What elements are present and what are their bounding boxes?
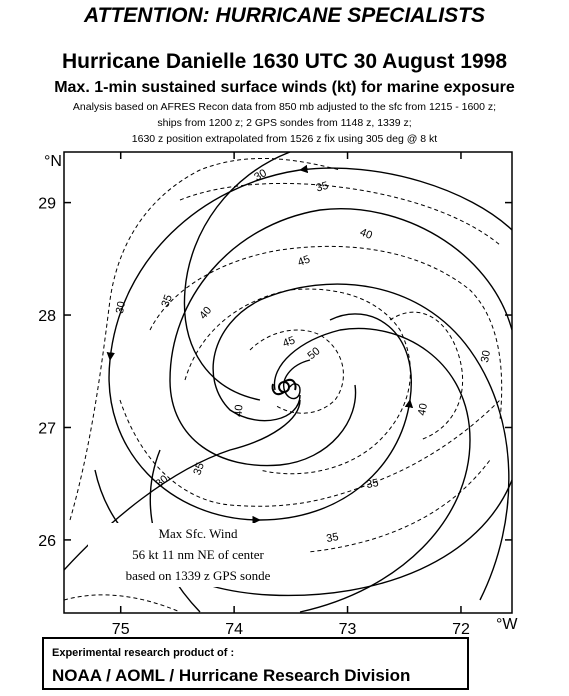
- lon-tick-label: 72: [452, 621, 470, 635]
- streamline: [106, 164, 512, 525]
- analysis-note-3: 1630 z position extrapolated from 1526 z…: [131, 133, 438, 145]
- lat-tick-label: 27: [38, 420, 56, 437]
- contour-label: 45: [296, 253, 312, 268]
- contour-label: 30: [114, 300, 128, 314]
- contour-label: 35: [365, 477, 379, 491]
- info-box-line-2: 56 kt 11 nm NE of center: [132, 547, 264, 562]
- lon-tick-label: 75: [112, 621, 130, 635]
- analysis-note-2: ships from 1200 z; 2 GPS sondes from 114…: [157, 117, 412, 129]
- info-box-bg: [88, 523, 308, 587]
- center-arm: [283, 378, 297, 391]
- isotach: [249, 329, 344, 414]
- lat-tick-label: 26: [38, 533, 56, 550]
- contour-label: 45: [281, 334, 297, 349]
- analysis-note-1: Analysis based on AFRES Recon data from …: [72, 101, 497, 113]
- streamline: [169, 208, 512, 467]
- streamline: [212, 283, 510, 601]
- isotach: [119, 399, 501, 507]
- axes: 29 28 27 26 75 74 73 72: [38, 152, 512, 635]
- footer-line-2: NOAA / AOML / Hurricane Research Divisio…: [52, 666, 411, 685]
- lon-unit-label: °W: [496, 616, 518, 633]
- contour-label: 30: [479, 349, 493, 363]
- contour-label: 35: [159, 293, 174, 309]
- isotach: [69, 158, 341, 521]
- map-title: Hurricane Danielle 1630 UTC 30 August 19…: [61, 50, 508, 73]
- isotach: [179, 182, 501, 246]
- lon-tick-label: 73: [339, 621, 357, 635]
- hurricane-center-symbol: [271, 378, 297, 396]
- contour-label: 50: [306, 345, 323, 362]
- lat-tick-label: 28: [38, 308, 56, 325]
- contour-label: 40: [416, 402, 430, 416]
- contour-label: 30: [252, 167, 269, 184]
- info-box-line-3: based on 1339 z GPS sonde: [126, 568, 271, 583]
- lon-tick-label: 74: [225, 621, 243, 635]
- contour-label: 40: [197, 305, 214, 322]
- info-box-line-1: Max Sfc. Wind: [158, 526, 238, 541]
- streamline: [183, 152, 291, 401]
- lat-tick-label: 29: [38, 196, 56, 213]
- footer-line-1: Experimental research product of :: [52, 647, 235, 659]
- lat-unit-label: °N: [44, 153, 62, 170]
- isotach: [64, 594, 181, 613]
- map-subtitle: Max. 1-min sustained surface winds (kt) …: [54, 79, 515, 96]
- contour-label: 35: [191, 461, 206, 477]
- isotach: [149, 245, 503, 421]
- map-frame: [63, 151, 513, 614]
- isotach: [389, 311, 464, 441]
- footer-credit-box: Experimental research product of : NOAA …: [42, 637, 469, 690]
- streamline: [273, 327, 471, 613]
- contour-label: 40: [233, 404, 246, 417]
- center-arm: [271, 383, 285, 396]
- contour-label: 40: [358, 226, 374, 241]
- isotach: [184, 288, 411, 475]
- contour-label: 35: [315, 180, 330, 195]
- contour-label: 35: [325, 531, 339, 545]
- attention-banner: ATTENTION: HURRICANE SPECIALISTS: [84, 4, 485, 27]
